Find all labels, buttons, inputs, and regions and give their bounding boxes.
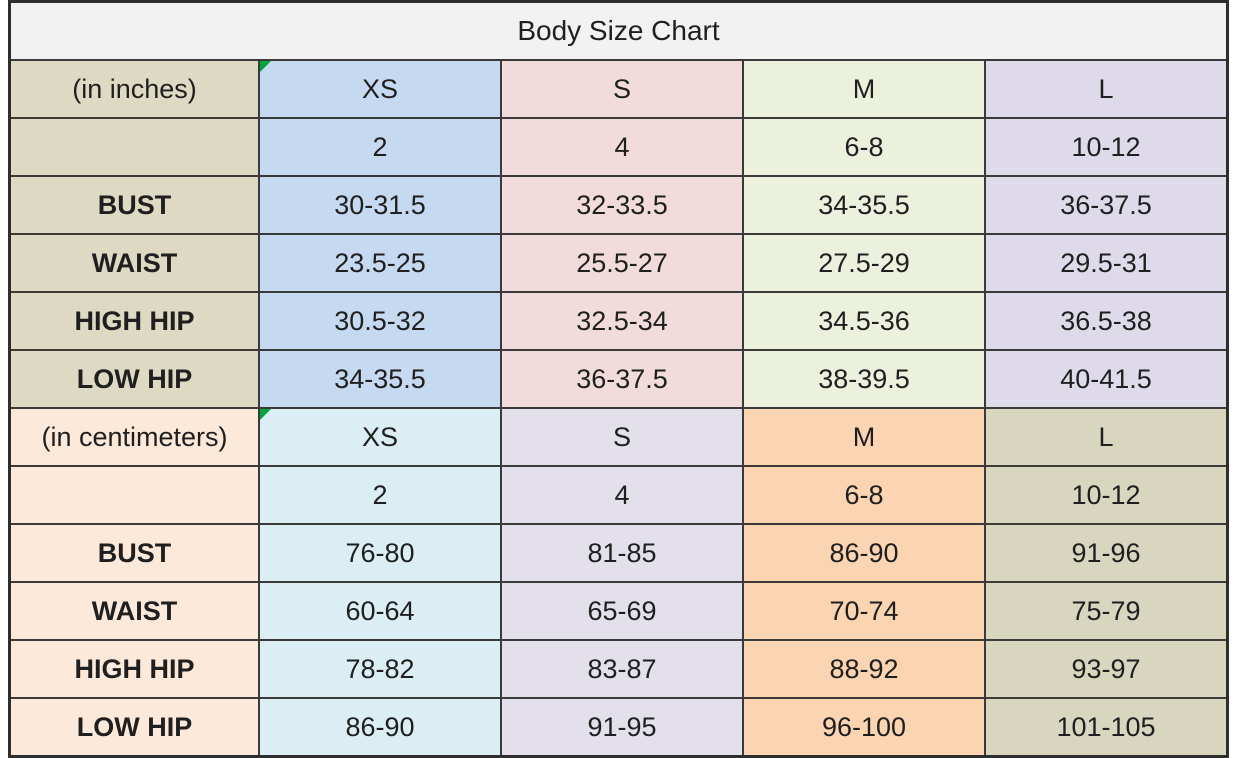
row-label-inches-high-hip: HIGH HIP	[11, 293, 258, 349]
row-label-centimeters-low-hip: LOW HIP	[11, 699, 258, 755]
cell-inches-bust-xs: 30-31.5	[260, 177, 500, 233]
cell-centimeters-bust-l: 91-96	[986, 525, 1226, 581]
size-chart-grid: Body Size Chart (in inches) XS S M L 2 4 6-8 10-1…	[8, 0, 1229, 758]
cell-inches-low-hip-m: 38-39.5	[744, 351, 984, 407]
row-label-centimeters-waist: WAIST	[11, 583, 258, 639]
cell-centimeters-low-hip-s: 91-95	[502, 699, 742, 755]
numeric-size-inches-m: 6-8	[744, 119, 984, 175]
size-header-inches-xs: XS	[260, 61, 500, 117]
cell-centimeters-bust-xs: 76-80	[260, 525, 500, 581]
cell-inches-high-hip-m: 34.5-36	[744, 293, 984, 349]
size-header-centimeters-s: S	[502, 409, 742, 465]
cell-centimeters-low-hip-l: 101-105	[986, 699, 1226, 755]
numeric-size-centimeters-m: 6-8	[744, 467, 984, 523]
error-indicator-icon	[260, 409, 271, 420]
cell-centimeters-high-hip-xs: 78-82	[260, 641, 500, 697]
size-header-inches-l: L	[986, 61, 1226, 117]
body-size-chart: Body Size Chart (in inches) XS S M L 2 4 6-8 10-1…	[8, 0, 1229, 758]
cell-inches-bust-l: 36-37.5	[986, 177, 1226, 233]
cell-inches-high-hip-xs: 30.5-32	[260, 293, 500, 349]
cell-inches-high-hip-l: 36.5-38	[986, 293, 1226, 349]
cell-centimeters-waist-m: 70-74	[744, 583, 984, 639]
unit-label-inches: (in inches)	[11, 61, 258, 117]
row-label-inches-bust: BUST	[11, 177, 258, 233]
cell-inches-low-hip-l: 40-41.5	[986, 351, 1226, 407]
numeric-size-centimeters-xs: 2	[260, 467, 500, 523]
row-label-centimeters-bust: BUST	[11, 525, 258, 581]
cell-centimeters-bust-s: 81-85	[502, 525, 742, 581]
size-header-centimeters-xs: XS	[260, 409, 500, 465]
cell-inches-low-hip-s: 36-37.5	[502, 351, 742, 407]
cell-centimeters-high-hip-l: 93-97	[986, 641, 1226, 697]
unit-label-spacer-inches	[11, 119, 258, 175]
numeric-size-centimeters-s: 4	[502, 467, 742, 523]
size-header-inches-m: M	[744, 61, 984, 117]
numeric-size-centimeters-l: 10-12	[986, 467, 1226, 523]
numeric-size-inches-s: 4	[502, 119, 742, 175]
cell-inches-waist-l: 29.5-31	[986, 235, 1226, 291]
cell-centimeters-waist-l: 75-79	[986, 583, 1226, 639]
size-header-centimeters-l: L	[986, 409, 1226, 465]
size-header-centimeters-m: M	[744, 409, 984, 465]
cell-inches-waist-xs: 23.5-25	[260, 235, 500, 291]
cell-centimeters-low-hip-m: 96-100	[744, 699, 984, 755]
unit-label-centimeters: (in centimeters)	[11, 409, 258, 465]
cell-centimeters-low-hip-xs: 86-90	[260, 699, 500, 755]
cell-inches-waist-s: 25.5-27	[502, 235, 742, 291]
cell-centimeters-waist-s: 65-69	[502, 583, 742, 639]
unit-label-spacer-centimeters	[11, 467, 258, 523]
row-label-inches-low-hip: LOW HIP	[11, 351, 258, 407]
cell-inches-low-hip-xs: 34-35.5	[260, 351, 500, 407]
cell-centimeters-high-hip-s: 83-87	[502, 641, 742, 697]
cell-inches-bust-m: 34-35.5	[744, 177, 984, 233]
numeric-size-inches-xs: 2	[260, 119, 500, 175]
row-label-centimeters-high-hip: HIGH HIP	[11, 641, 258, 697]
cell-inches-high-hip-s: 32.5-34	[502, 293, 742, 349]
cell-centimeters-bust-m: 86-90	[744, 525, 984, 581]
error-indicator-icon	[260, 61, 271, 72]
cell-centimeters-high-hip-m: 88-92	[744, 641, 984, 697]
row-label-inches-waist: WAIST	[11, 235, 258, 291]
cell-inches-bust-s: 32-33.5	[502, 177, 742, 233]
cell-inches-waist-m: 27.5-29	[744, 235, 984, 291]
size-header-inches-s: S	[502, 61, 742, 117]
numeric-size-inches-l: 10-12	[986, 119, 1226, 175]
cell-centimeters-waist-xs: 60-64	[260, 583, 500, 639]
chart-title: Body Size Chart	[11, 3, 1226, 59]
